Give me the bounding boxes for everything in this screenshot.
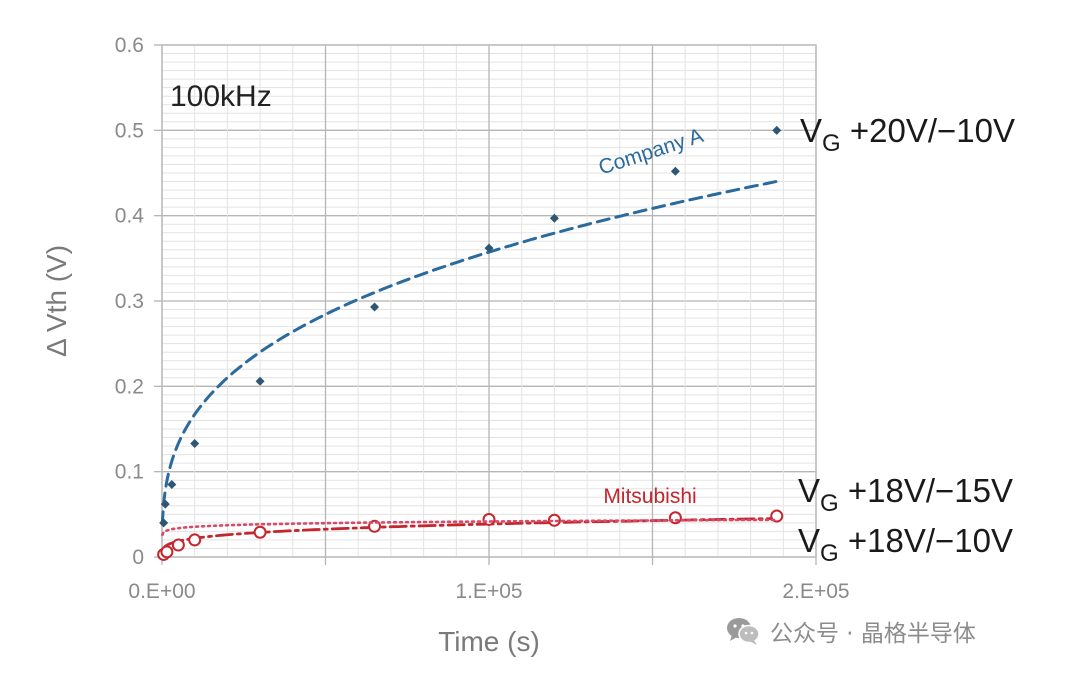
data-point bbox=[171, 538, 185, 552]
series-3-trend-line bbox=[161, 518, 779, 537]
axis-ticks: 0 0.1 0.2 0.3 0.4 0.5 0.6 0.E+00 1.E+05 2.E+05 bbox=[115, 34, 850, 603]
data-point bbox=[167, 479, 177, 489]
series-1-trend-line bbox=[160, 179, 779, 526]
x-tick-label: 1.E+05 bbox=[455, 580, 522, 603]
condition-value: +18V/−10V bbox=[839, 522, 1013, 559]
data-point bbox=[772, 125, 782, 135]
data-point bbox=[370, 302, 380, 312]
data-point bbox=[159, 518, 169, 528]
watermark: 公众号 · 晶格半导体 bbox=[726, 614, 976, 648]
data-point bbox=[670, 166, 680, 176]
watermark-text: 公众号 · 晶格半导体 bbox=[770, 621, 976, 647]
frequency-annotation: 100kHz bbox=[170, 80, 272, 113]
condition-value: +18V/−15V bbox=[839, 472, 1013, 509]
data-point bbox=[160, 499, 170, 509]
x-axis-title: Time (s) bbox=[438, 626, 540, 657]
data-point bbox=[188, 533, 202, 547]
data-point bbox=[190, 439, 200, 449]
series bbox=[157, 125, 784, 561]
data-point bbox=[549, 213, 559, 223]
condition-label-company-a: VG +20V/−10V bbox=[800, 112, 1015, 157]
condition-label-mitsubishi-10v: VG +18V/−10V bbox=[798, 522, 1013, 567]
series-3 bbox=[161, 518, 779, 537]
condition-subscript: G bbox=[822, 130, 841, 157]
series-label-company-a: Company A bbox=[596, 124, 706, 179]
data-point bbox=[253, 525, 267, 539]
data-point bbox=[160, 545, 174, 559]
data-point bbox=[547, 513, 561, 527]
series-1 bbox=[159, 125, 782, 528]
data-point bbox=[482, 512, 496, 526]
y-axis-title: Δ Vth (V) bbox=[41, 245, 72, 357]
x-tick-label: 2.E+05 bbox=[782, 580, 849, 603]
condition-prefix: V bbox=[798, 472, 820, 509]
condition-subscript: G bbox=[820, 540, 839, 567]
series-2 bbox=[157, 509, 784, 561]
y-tick-label: 0.3 bbox=[115, 290, 144, 313]
condition-prefix: V bbox=[800, 112, 822, 149]
condition-prefix: V bbox=[798, 522, 820, 559]
condition-value: +20V/−10V bbox=[841, 112, 1015, 149]
condition-subscript: G bbox=[820, 490, 839, 517]
y-tick-label: 0.1 bbox=[115, 461, 144, 484]
y-tick-label: 0.2 bbox=[115, 375, 144, 398]
condition-label-mitsubishi-15v: VG +18V/−15V bbox=[798, 472, 1013, 517]
data-point bbox=[484, 243, 494, 253]
x-tick-label: 0.E+00 bbox=[128, 580, 195, 603]
wechat-icon bbox=[727, 618, 760, 645]
data-point bbox=[255, 376, 265, 386]
grid bbox=[161, 44, 817, 558]
y-tick-label: 0.6 bbox=[115, 34, 144, 57]
series-label-mitsubishi: Mitsubishi bbox=[603, 485, 696, 508]
y-tick-label: 0 bbox=[132, 546, 144, 569]
y-tick-label: 0.5 bbox=[115, 119, 144, 142]
y-tick-label: 0.4 bbox=[115, 205, 145, 228]
